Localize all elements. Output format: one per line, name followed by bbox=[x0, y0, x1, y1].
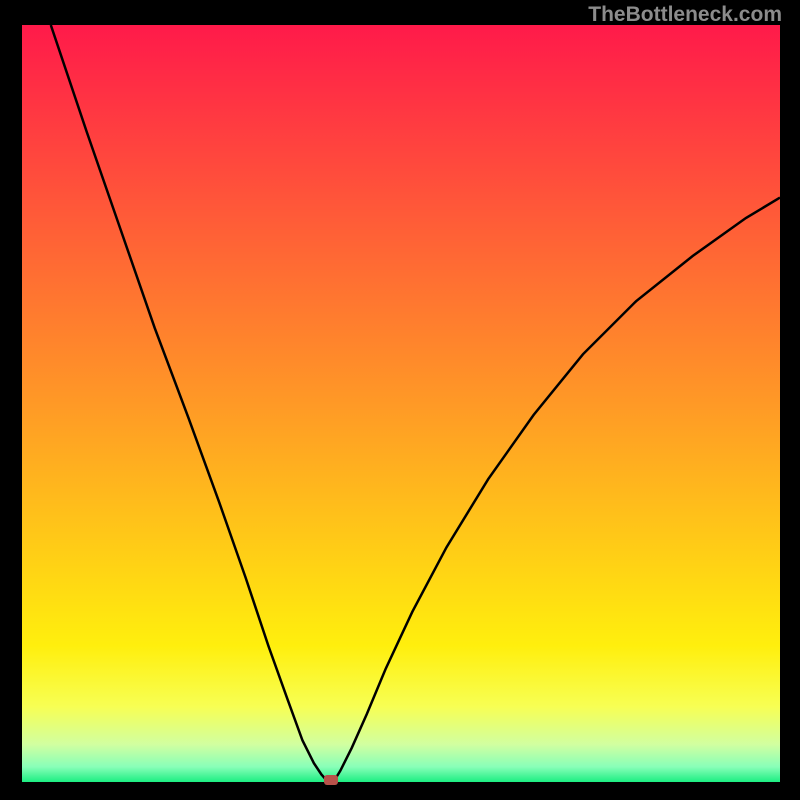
optimal-point-marker bbox=[324, 775, 338, 785]
plot-area bbox=[22, 25, 780, 782]
bottleneck-curve bbox=[22, 25, 780, 782]
curve-right-branch bbox=[334, 198, 780, 781]
curve-left-branch bbox=[51, 25, 327, 780]
watermark-text: TheBottleneck.com bbox=[588, 3, 782, 27]
